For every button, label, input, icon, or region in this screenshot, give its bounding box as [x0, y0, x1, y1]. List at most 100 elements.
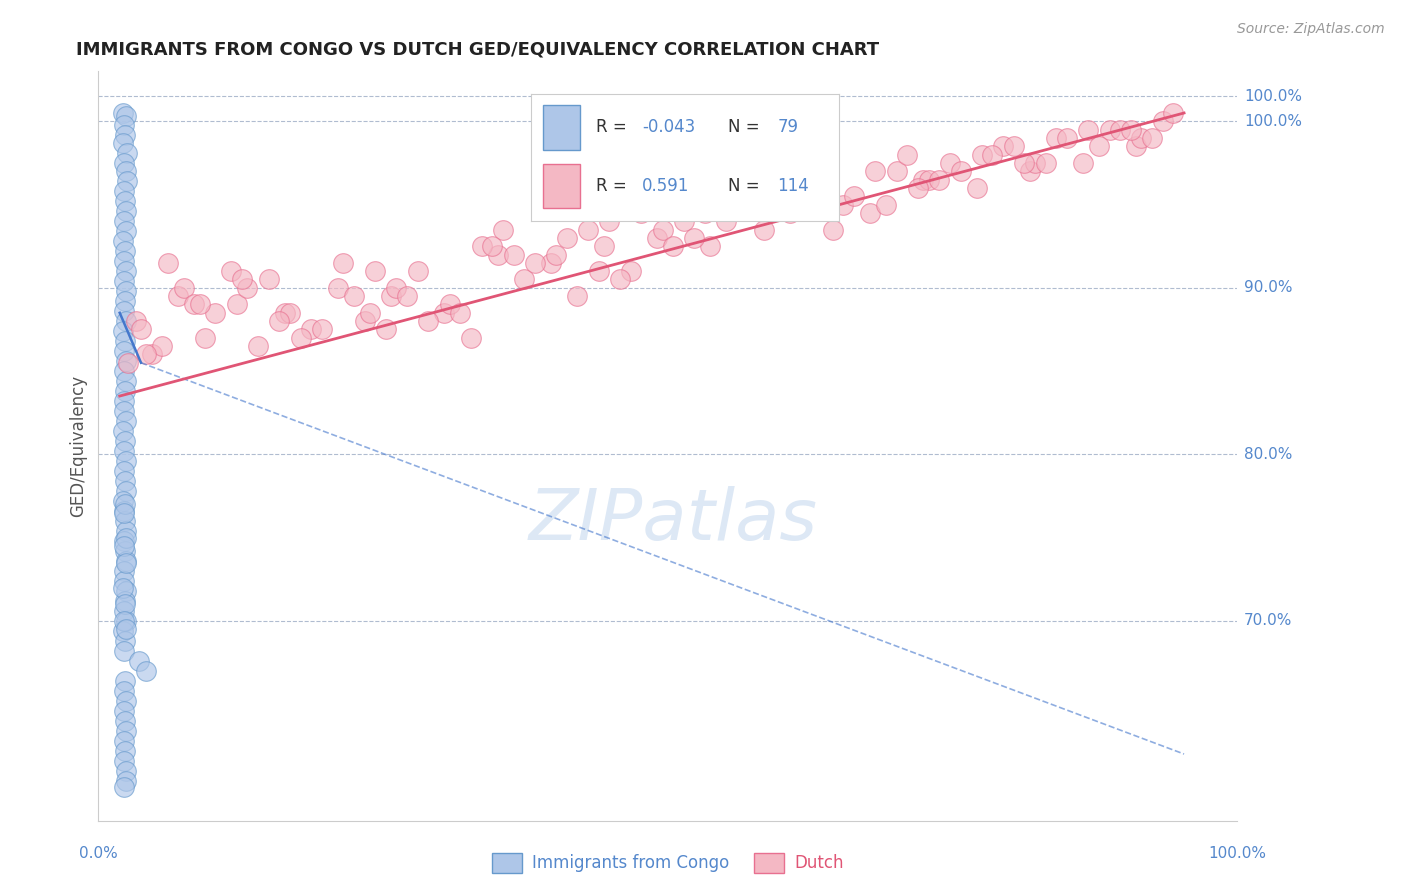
Point — [115, 145, 138, 160]
Point — [1002, 139, 1025, 153]
Point — [112, 614, 135, 628]
Text: 100.0%: 100.0% — [1244, 114, 1302, 128]
Point — [273, 306, 295, 320]
Point — [114, 644, 136, 658]
Point — [114, 544, 136, 558]
Point — [114, 414, 136, 428]
Point — [115, 773, 138, 788]
Point — [167, 289, 190, 303]
Point — [114, 504, 136, 518]
Text: 80.0%: 80.0% — [1244, 447, 1292, 462]
Text: ZIPatlas: ZIPatlas — [529, 486, 818, 556]
Text: 100.0%: 100.0% — [1208, 846, 1267, 861]
Point — [1045, 131, 1067, 145]
Point — [928, 172, 950, 186]
Point — [114, 594, 136, 608]
Point — [111, 106, 134, 120]
Point — [433, 306, 456, 320]
Text: IMMIGRANTS FROM CONGO VS DUTCH GED/EQUIVALENCY CORRELATION CHART: IMMIGRANTS FROM CONGO VS DUTCH GED/EQUIV… — [76, 41, 879, 59]
Point — [737, 189, 759, 203]
Point — [115, 374, 138, 388]
Point — [1109, 122, 1132, 136]
Point — [970, 147, 993, 161]
Point — [115, 454, 138, 468]
Point — [865, 164, 887, 178]
Point — [114, 764, 136, 778]
Point — [114, 164, 136, 178]
Point — [112, 494, 135, 508]
Point — [779, 206, 801, 220]
Point — [290, 331, 312, 345]
Point — [135, 347, 157, 361]
Point — [236, 281, 259, 295]
Point — [693, 206, 716, 220]
Point — [231, 272, 253, 286]
Point — [269, 314, 291, 328]
Point — [981, 147, 1004, 161]
Point — [513, 272, 536, 286]
Point — [114, 244, 136, 259]
Point — [1056, 131, 1078, 145]
Point — [790, 164, 813, 178]
Point — [896, 147, 918, 161]
Point — [114, 614, 136, 628]
Point — [332, 256, 354, 270]
Point — [811, 189, 834, 203]
Point — [114, 344, 136, 359]
Point — [576, 222, 599, 236]
Text: 70.0%: 70.0% — [1244, 614, 1292, 628]
Point — [859, 206, 882, 220]
Point — [716, 214, 738, 228]
Y-axis label: GED/Equivalency: GED/Equivalency — [69, 375, 87, 517]
Text: 90.0%: 90.0% — [1244, 280, 1292, 295]
Point — [112, 234, 135, 248]
Point — [651, 222, 673, 236]
Point — [156, 256, 179, 270]
Point — [588, 264, 610, 278]
Point — [114, 354, 136, 368]
Point — [112, 624, 135, 638]
Point — [1152, 114, 1174, 128]
Point — [112, 404, 135, 418]
Point — [326, 281, 349, 295]
Point — [1024, 156, 1046, 170]
Point — [112, 574, 135, 588]
Point — [1071, 156, 1094, 170]
Point — [704, 197, 727, 211]
Point — [380, 289, 402, 303]
Point — [492, 222, 515, 236]
Point — [364, 264, 387, 278]
Point — [114, 474, 136, 488]
Point — [115, 583, 138, 598]
Point — [546, 247, 568, 261]
Point — [1098, 122, 1121, 136]
Point — [257, 272, 280, 286]
Point — [609, 272, 631, 286]
Point — [188, 297, 211, 311]
Point — [114, 444, 136, 458]
Point — [129, 322, 152, 336]
Point — [114, 733, 136, 747]
Point — [912, 172, 935, 186]
Point — [991, 139, 1014, 153]
Point — [439, 297, 461, 311]
Point — [225, 297, 247, 311]
Point — [481, 239, 503, 253]
Point — [112, 604, 135, 618]
Point — [124, 314, 146, 328]
Point — [949, 164, 972, 178]
Point — [1140, 131, 1163, 145]
Point — [486, 247, 509, 261]
Point — [725, 189, 748, 203]
Point — [114, 156, 136, 170]
Legend: Immigrants from Congo, Dutch: Immigrants from Congo, Dutch — [485, 847, 851, 880]
Point — [112, 581, 135, 595]
Point — [567, 289, 589, 303]
Point — [359, 306, 381, 320]
Point — [418, 314, 440, 328]
Point — [114, 284, 136, 298]
Point — [112, 683, 135, 698]
Point — [299, 322, 322, 336]
Point — [1163, 106, 1185, 120]
Point — [115, 524, 138, 538]
